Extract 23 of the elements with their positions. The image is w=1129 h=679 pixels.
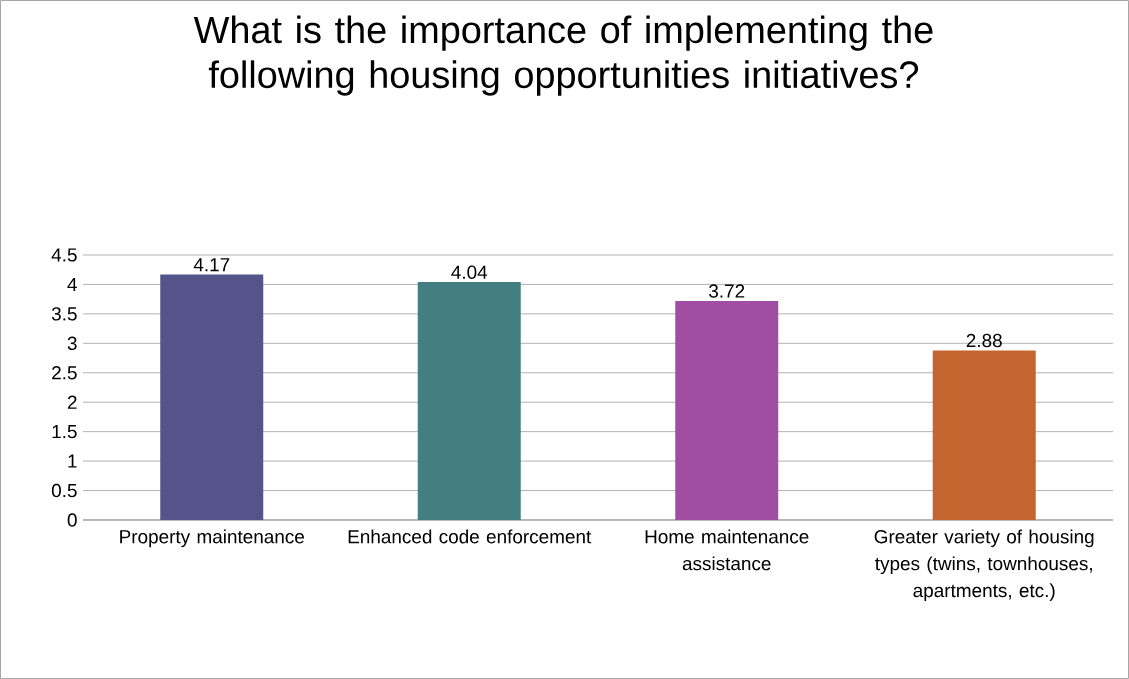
data-label: 2.88 bbox=[966, 333, 1002, 348]
bar bbox=[417, 282, 521, 520]
y-tick-label: 0.5 bbox=[51, 483, 77, 498]
y-tick-label: 3 bbox=[67, 336, 77, 351]
x-tick-label: Greater variety of housing types (twins, townhouses, apartments, etc.) bbox=[874, 529, 1094, 601]
x-tick-label: Home maintenance assistance bbox=[645, 529, 809, 571]
chart-title: What is the importance of implementing the following housing opportunities initiatives? bbox=[193, 15, 933, 96]
y-tick-label: 4 bbox=[67, 277, 77, 291]
bar bbox=[160, 274, 264, 520]
y-tick-label: 1 bbox=[68, 454, 77, 468]
y-tick-label: 2.5 bbox=[52, 366, 77, 380]
data-label: 4.17 bbox=[193, 258, 230, 272]
data-label: 3.72 bbox=[709, 284, 745, 298]
x-tick-label: Property maintenance bbox=[120, 529, 304, 548]
y-tick-label: 1.5 bbox=[52, 425, 77, 439]
y-tick-label: 3.5 bbox=[51, 307, 77, 321]
y-tick-label: 4.5 bbox=[51, 248, 77, 262]
bar bbox=[675, 300, 779, 520]
x-tick-label: Enhanced code enforcement bbox=[348, 529, 592, 544]
data-label: 4.04 bbox=[451, 265, 488, 279]
bar bbox=[932, 350, 1036, 520]
y-tick-label: 0 bbox=[67, 513, 77, 527]
y-tick-label: 2 bbox=[67, 395, 77, 409]
